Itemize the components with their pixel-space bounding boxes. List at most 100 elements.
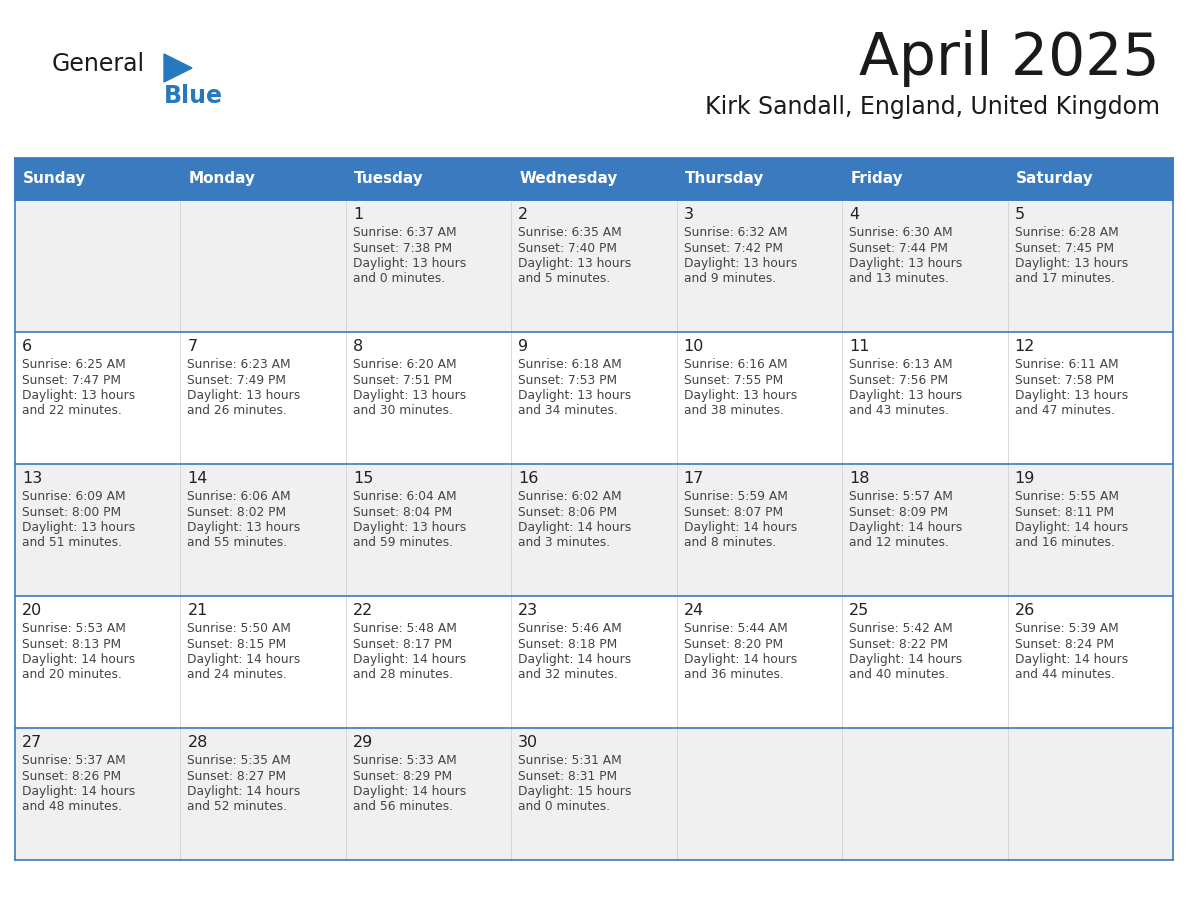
Text: Sunset: 8:24 PM: Sunset: 8:24 PM [1015, 637, 1113, 651]
Bar [181, 158, 346, 200]
Text: Sunset: 7:53 PM: Sunset: 7:53 PM [518, 374, 618, 386]
Text: 28: 28 [188, 735, 208, 750]
Text: and 16 minutes.: and 16 minutes. [1015, 536, 1114, 550]
Text: and 44 minutes.: and 44 minutes. [1015, 668, 1114, 681]
Text: and 24 minutes.: and 24 minutes. [188, 668, 287, 681]
Text: Friday: Friday [851, 172, 903, 186]
Text: and 28 minutes.: and 28 minutes. [353, 668, 453, 681]
Text: Daylight: 14 hours: Daylight: 14 hours [23, 785, 135, 798]
Text: Sunset: 8:04 PM: Sunset: 8:04 PM [353, 506, 451, 519]
Text: Daylight: 14 hours: Daylight: 14 hours [849, 653, 962, 666]
Text: Sunset: 8:09 PM: Sunset: 8:09 PM [849, 506, 948, 519]
Text: 23: 23 [518, 603, 538, 618]
Text: Daylight: 15 hours: Daylight: 15 hours [518, 785, 632, 798]
Text: 3: 3 [684, 207, 694, 222]
Text: Sunset: 8:27 PM: Sunset: 8:27 PM [188, 769, 286, 782]
Bar [842, 158, 1007, 200]
Text: 14: 14 [188, 471, 208, 486]
Text: Sunset: 8:15 PM: Sunset: 8:15 PM [188, 637, 286, 651]
Text: Sunrise: 5:53 AM: Sunrise: 5:53 AM [23, 622, 126, 635]
Text: Daylight: 13 hours: Daylight: 13 hours [188, 389, 301, 402]
Text: Daylight: 14 hours: Daylight: 14 hours [188, 785, 301, 798]
Text: and 0 minutes.: and 0 minutes. [353, 273, 446, 285]
Text: Wednesday: Wednesday [519, 172, 618, 186]
Text: Daylight: 13 hours: Daylight: 13 hours [353, 257, 466, 270]
Text: and 3 minutes.: and 3 minutes. [518, 536, 611, 550]
Text: Sunrise: 5:37 AM: Sunrise: 5:37 AM [23, 754, 126, 767]
Polygon shape [164, 54, 192, 82]
Text: Daylight: 13 hours: Daylight: 13 hours [188, 521, 301, 534]
Text: 18: 18 [849, 471, 870, 486]
Text: Sunset: 7:47 PM: Sunset: 7:47 PM [23, 374, 121, 386]
Text: 12: 12 [1015, 339, 1035, 354]
Text: Daylight: 14 hours: Daylight: 14 hours [353, 653, 466, 666]
Text: Daylight: 14 hours: Daylight: 14 hours [353, 785, 466, 798]
Text: Sunrise: 5:50 AM: Sunrise: 5:50 AM [188, 622, 291, 635]
Text: 7: 7 [188, 339, 197, 354]
Text: Sunrise: 5:35 AM: Sunrise: 5:35 AM [188, 754, 291, 767]
Text: Daylight: 14 hours: Daylight: 14 hours [1015, 653, 1127, 666]
Text: and 36 minutes.: and 36 minutes. [684, 668, 784, 681]
Text: Sunrise: 6:02 AM: Sunrise: 6:02 AM [518, 490, 621, 503]
Text: Sunrise: 6:35 AM: Sunrise: 6:35 AM [518, 226, 623, 239]
Text: 15: 15 [353, 471, 373, 486]
Text: 27: 27 [23, 735, 43, 750]
Bar [15, 158, 181, 200]
Text: Thursday: Thursday [684, 172, 764, 186]
Text: Daylight: 14 hours: Daylight: 14 hours [1015, 521, 1127, 534]
Text: and 34 minutes.: and 34 minutes. [518, 405, 618, 418]
Text: Sunset: 7:58 PM: Sunset: 7:58 PM [1015, 374, 1114, 386]
Text: Daylight: 14 hours: Daylight: 14 hours [23, 653, 135, 666]
Text: 24: 24 [684, 603, 704, 618]
Text: 20: 20 [23, 603, 43, 618]
Text: 19: 19 [1015, 471, 1035, 486]
Text: Sunset: 7:45 PM: Sunset: 7:45 PM [1015, 241, 1113, 254]
Text: and 43 minutes.: and 43 minutes. [849, 405, 949, 418]
Text: Daylight: 13 hours: Daylight: 13 hours [353, 521, 466, 534]
Text: Sunrise: 5:31 AM: Sunrise: 5:31 AM [518, 754, 623, 767]
Text: Sunrise: 6:18 AM: Sunrise: 6:18 AM [518, 358, 623, 371]
Text: Daylight: 14 hours: Daylight: 14 hours [684, 653, 797, 666]
Text: Sunrise: 5:33 AM: Sunrise: 5:33 AM [353, 754, 456, 767]
Bar [15, 158, 1173, 200]
Bar [15, 728, 1173, 860]
Text: Sunrise: 6:23 AM: Sunrise: 6:23 AM [188, 358, 291, 371]
Text: and 13 minutes.: and 13 minutes. [849, 273, 949, 285]
Text: Sunset: 7:49 PM: Sunset: 7:49 PM [188, 374, 286, 386]
Text: April 2025: April 2025 [859, 30, 1159, 87]
Bar [346, 158, 511, 200]
Text: Sunrise: 6:16 AM: Sunrise: 6:16 AM [684, 358, 788, 371]
Text: Sunrise: 5:39 AM: Sunrise: 5:39 AM [1015, 622, 1118, 635]
Text: 25: 25 [849, 603, 870, 618]
Text: Sunrise: 6:11 AM: Sunrise: 6:11 AM [1015, 358, 1118, 371]
Text: Sunset: 7:42 PM: Sunset: 7:42 PM [684, 241, 783, 254]
Text: 9: 9 [518, 339, 529, 354]
Text: Daylight: 13 hours: Daylight: 13 hours [849, 389, 962, 402]
Text: and 30 minutes.: and 30 minutes. [353, 405, 453, 418]
Text: Daylight: 13 hours: Daylight: 13 hours [849, 257, 962, 270]
Text: Sunset: 8:31 PM: Sunset: 8:31 PM [518, 769, 618, 782]
Text: Daylight: 13 hours: Daylight: 13 hours [353, 389, 466, 402]
Text: Daylight: 13 hours: Daylight: 13 hours [684, 257, 797, 270]
Text: Sunrise: 6:20 AM: Sunrise: 6:20 AM [353, 358, 456, 371]
Text: Sunrise: 5:48 AM: Sunrise: 5:48 AM [353, 622, 456, 635]
Bar [677, 158, 842, 200]
Text: and 22 minutes.: and 22 minutes. [23, 405, 122, 418]
Text: Kirk Sandall, England, United Kingdom: Kirk Sandall, England, United Kingdom [704, 95, 1159, 119]
Text: Blue: Blue [164, 84, 223, 108]
Text: Daylight: 13 hours: Daylight: 13 hours [23, 521, 135, 534]
Text: Sunrise: 6:32 AM: Sunrise: 6:32 AM [684, 226, 788, 239]
Text: 1: 1 [353, 207, 364, 222]
Text: 26: 26 [1015, 603, 1035, 618]
Text: Sunrise: 6:30 AM: Sunrise: 6:30 AM [849, 226, 953, 239]
Text: Sunset: 8:06 PM: Sunset: 8:06 PM [518, 506, 618, 519]
Text: Daylight: 14 hours: Daylight: 14 hours [518, 521, 632, 534]
Text: and 26 minutes.: and 26 minutes. [188, 405, 287, 418]
Text: Sunset: 8:13 PM: Sunset: 8:13 PM [23, 637, 121, 651]
Text: 11: 11 [849, 339, 870, 354]
Text: Sunset: 8:18 PM: Sunset: 8:18 PM [518, 637, 618, 651]
Text: and 5 minutes.: and 5 minutes. [518, 273, 611, 285]
Bar [15, 200, 1173, 332]
Text: and 17 minutes.: and 17 minutes. [1015, 273, 1114, 285]
Bar [511, 158, 677, 200]
